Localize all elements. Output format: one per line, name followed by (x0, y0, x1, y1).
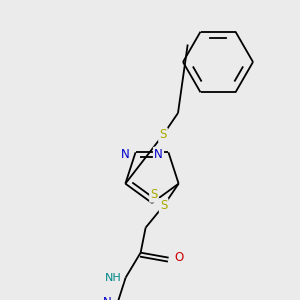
Text: N: N (103, 296, 112, 300)
Text: O: O (174, 251, 183, 264)
Text: N: N (121, 148, 130, 161)
Text: NH: NH (105, 273, 122, 283)
Text: N: N (154, 148, 163, 161)
Text: S: S (159, 128, 167, 142)
Text: S: S (150, 188, 158, 202)
Text: S: S (160, 199, 167, 212)
